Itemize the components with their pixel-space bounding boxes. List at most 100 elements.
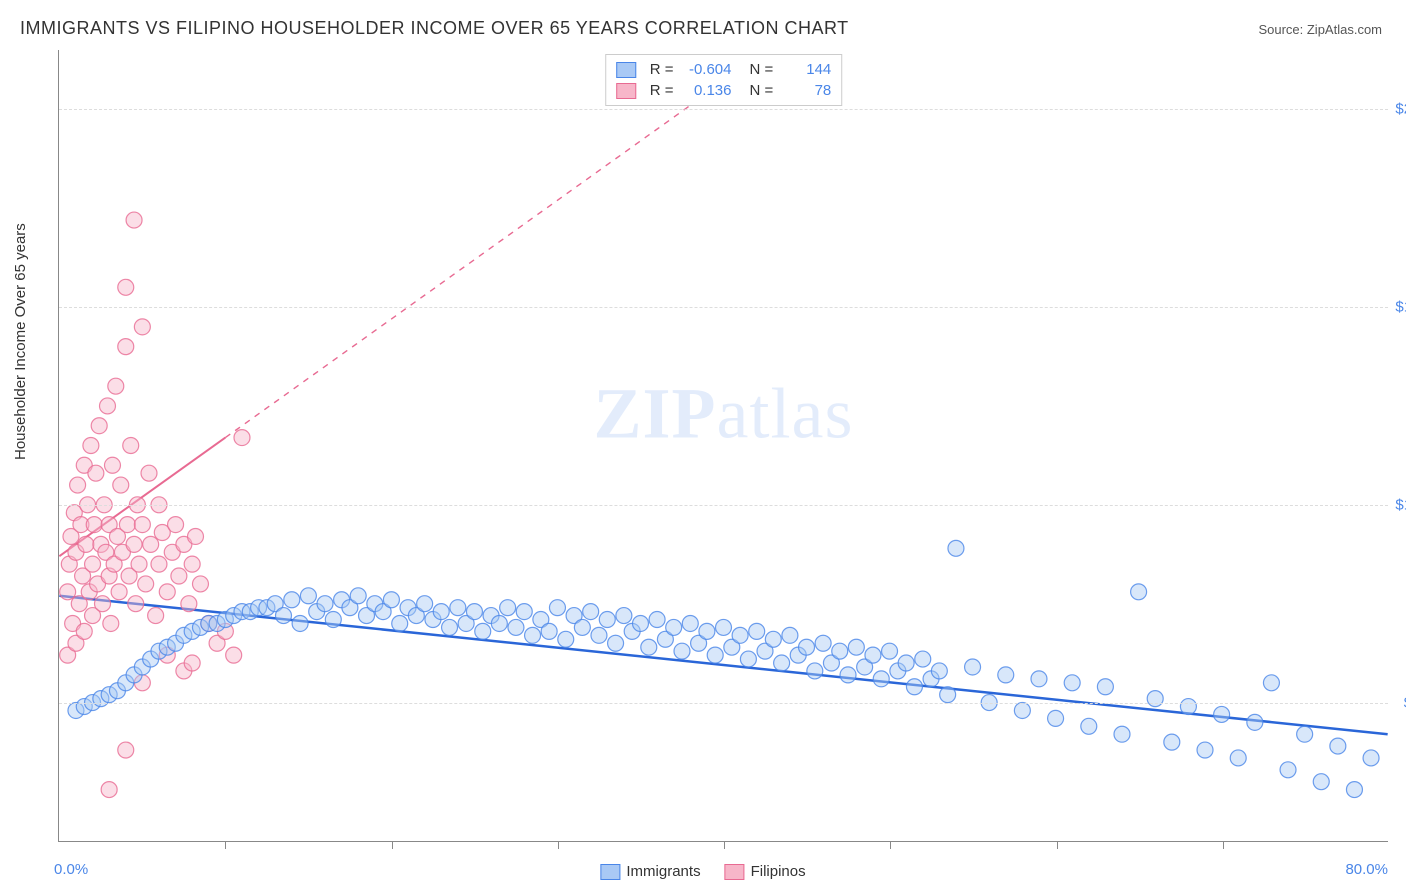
scatter-point <box>906 679 922 695</box>
scatter-point <box>78 536 94 552</box>
scatter-point <box>1114 726 1130 742</box>
scatter-point <box>91 418 107 434</box>
scatter-point <box>716 619 732 635</box>
gridline-h <box>59 307 1388 308</box>
gridline-h <box>59 109 1388 110</box>
scatter-point <box>815 635 831 651</box>
scatter-point <box>126 212 142 228</box>
scatter-point <box>350 588 366 604</box>
r-value: -0.604 <box>682 59 732 80</box>
scatter-point <box>491 615 507 631</box>
correlation-legend-row: R = 0.136 N = 78 <box>616 80 832 101</box>
source-attribution: Source: ZipAtlas.com <box>1258 22 1382 37</box>
scatter-point <box>998 667 1014 683</box>
scatter-point <box>118 742 134 758</box>
scatter-point <box>134 319 150 335</box>
legend-item: Filipinos <box>725 863 806 880</box>
x-axis-min-label: 0.0% <box>54 861 88 878</box>
gridline-h <box>59 505 1388 506</box>
scatter-point <box>649 612 665 628</box>
scatter-point <box>1031 671 1047 687</box>
scatter-point <box>101 782 117 798</box>
scatter-point <box>475 623 491 639</box>
scatter-point <box>1014 702 1030 718</box>
scatter-point <box>574 619 590 635</box>
chart-title: IMMIGRANTS VS FILIPINO HOUSEHOLDER INCOM… <box>20 18 849 39</box>
scatter-point <box>126 536 142 552</box>
scatter-point <box>591 627 607 643</box>
r-value: 0.136 <box>682 80 732 101</box>
scatter-point <box>915 651 931 667</box>
scatter-point <box>1280 762 1296 778</box>
scatter-point <box>317 596 333 612</box>
scatter-point <box>433 604 449 620</box>
scatter-point <box>148 608 164 624</box>
scatter-point <box>774 655 790 671</box>
scatter-point <box>558 631 574 647</box>
scatter-points-layer <box>59 50 1388 841</box>
scatter-point <box>948 540 964 556</box>
y-tick-label: $200,000 <box>1393 101 1406 118</box>
gridline-h <box>59 703 1388 704</box>
scatter-point <box>1048 710 1064 726</box>
scatter-point <box>276 608 292 624</box>
scatter-point <box>76 623 92 639</box>
scatter-point <box>931 663 947 679</box>
scatter-point <box>131 556 147 572</box>
scatter-point <box>732 627 748 643</box>
scatter-point <box>108 378 124 394</box>
scatter-point <box>1346 782 1362 798</box>
scatter-point <box>60 584 76 600</box>
legend-swatch <box>600 864 620 880</box>
scatter-point <box>882 643 898 659</box>
scatter-point <box>541 623 557 639</box>
scatter-point <box>707 647 723 663</box>
scatter-point <box>840 667 856 683</box>
n-value: 144 <box>781 59 831 80</box>
scatter-point <box>184 556 200 572</box>
scatter-point <box>168 517 184 533</box>
n-label: N = <box>750 80 774 101</box>
scatter-point <box>1330 738 1346 754</box>
scatter-point <box>525 627 541 643</box>
scatter-point <box>940 687 956 703</box>
scatter-point <box>865 647 881 663</box>
scatter-point <box>1363 750 1379 766</box>
scatter-point <box>782 627 798 643</box>
scatter-point <box>226 647 242 663</box>
scatter-point <box>799 639 815 655</box>
scatter-point <box>151 556 167 572</box>
x-tick <box>1223 841 1224 849</box>
series-legend: Immigrants Filipinos <box>600 863 805 880</box>
scatter-point <box>111 584 127 600</box>
scatter-point <box>100 398 116 414</box>
scatter-point <box>583 604 599 620</box>
scatter-point <box>516 604 532 620</box>
y-tick-label: $150,000 <box>1393 299 1406 316</box>
scatter-point <box>300 588 316 604</box>
scatter-point <box>325 612 341 628</box>
scatter-point <box>192 576 208 592</box>
scatter-point <box>1164 734 1180 750</box>
scatter-point <box>141 465 157 481</box>
scatter-point <box>181 596 197 612</box>
legend-label: Immigrants <box>626 863 700 880</box>
scatter-point <box>188 528 204 544</box>
scatter-point <box>159 584 175 600</box>
scatter-point <box>118 339 134 355</box>
scatter-point <box>807 663 823 679</box>
r-label: R = <box>650 80 674 101</box>
scatter-point <box>143 536 159 552</box>
scatter-point <box>616 608 632 624</box>
legend-swatch <box>725 864 745 880</box>
x-tick <box>225 841 226 849</box>
scatter-point <box>466 604 482 620</box>
scatter-point <box>765 631 781 647</box>
scatter-point <box>500 600 516 616</box>
x-tick <box>392 841 393 849</box>
scatter-point <box>674 643 690 659</box>
scatter-point <box>965 659 981 675</box>
n-value: 78 <box>781 80 831 101</box>
y-tick-label: $50,000 <box>1393 695 1406 712</box>
r-label: R = <box>650 59 674 80</box>
